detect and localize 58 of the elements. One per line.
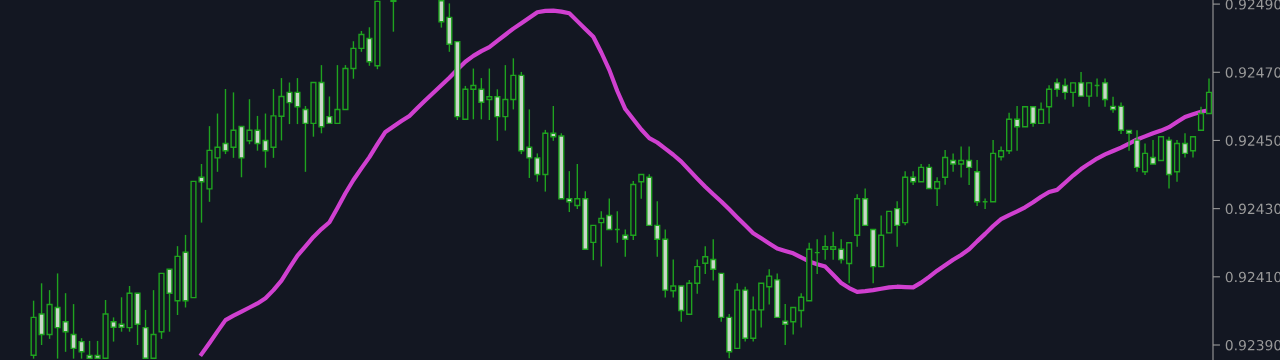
candlestick xyxy=(598,210,605,268)
candlestick xyxy=(790,306,797,336)
candlestick xyxy=(494,88,501,142)
candlestick xyxy=(710,238,717,282)
candlestick xyxy=(1157,136,1165,162)
candlestick xyxy=(670,258,677,299)
candlestick xyxy=(534,152,541,183)
candlestick xyxy=(606,197,613,231)
candlestick xyxy=(1045,84,1053,125)
candlestick xyxy=(942,149,949,186)
candlestick xyxy=(782,303,789,346)
candlestick xyxy=(958,145,965,179)
candlestick xyxy=(1029,106,1037,128)
candlestick xyxy=(838,238,845,265)
candlestick xyxy=(526,108,533,179)
candlestick xyxy=(590,224,597,261)
candlestick xyxy=(886,210,893,234)
candlestick xyxy=(950,152,957,173)
candlestick xyxy=(574,163,581,210)
candlestick xyxy=(470,67,477,121)
candlestick xyxy=(1189,136,1197,159)
candlestick xyxy=(694,258,701,295)
candlestick xyxy=(390,0,397,33)
candlestick xyxy=(486,67,493,121)
candlestick xyxy=(766,268,773,306)
candlestick xyxy=(798,292,805,329)
candlestick xyxy=(1069,82,1077,108)
candlestick xyxy=(1197,106,1205,131)
candlestick xyxy=(1037,101,1045,125)
candlestick xyxy=(502,64,509,132)
candlestick xyxy=(654,200,661,258)
candlestick xyxy=(822,234,829,261)
candlestick xyxy=(1077,71,1085,97)
candlestick xyxy=(846,242,853,284)
candlestick xyxy=(1205,77,1213,115)
candlestick xyxy=(638,173,645,200)
candlestick xyxy=(1061,77,1069,101)
candlestick xyxy=(1109,96,1117,114)
candlestick xyxy=(1125,129,1133,152)
candlestick xyxy=(622,228,629,258)
candlestick xyxy=(1141,142,1149,176)
candlestick xyxy=(830,231,837,261)
candlestick xyxy=(894,200,901,248)
candlestick xyxy=(1053,77,1061,98)
candlestick xyxy=(1149,139,1157,165)
candlestick xyxy=(1181,132,1189,159)
candlestick xyxy=(966,145,973,186)
candlestick xyxy=(566,170,573,213)
candlestick xyxy=(1021,106,1029,128)
candlestick xyxy=(1117,101,1125,135)
candlestick xyxy=(926,163,933,190)
candlestick xyxy=(1085,82,1093,108)
candlestick xyxy=(934,176,941,207)
candlestick xyxy=(702,245,709,275)
candlestick xyxy=(1101,77,1109,108)
candlestick xyxy=(478,77,485,121)
candlestick xyxy=(438,0,445,29)
candlestick xyxy=(1014,105,1021,152)
